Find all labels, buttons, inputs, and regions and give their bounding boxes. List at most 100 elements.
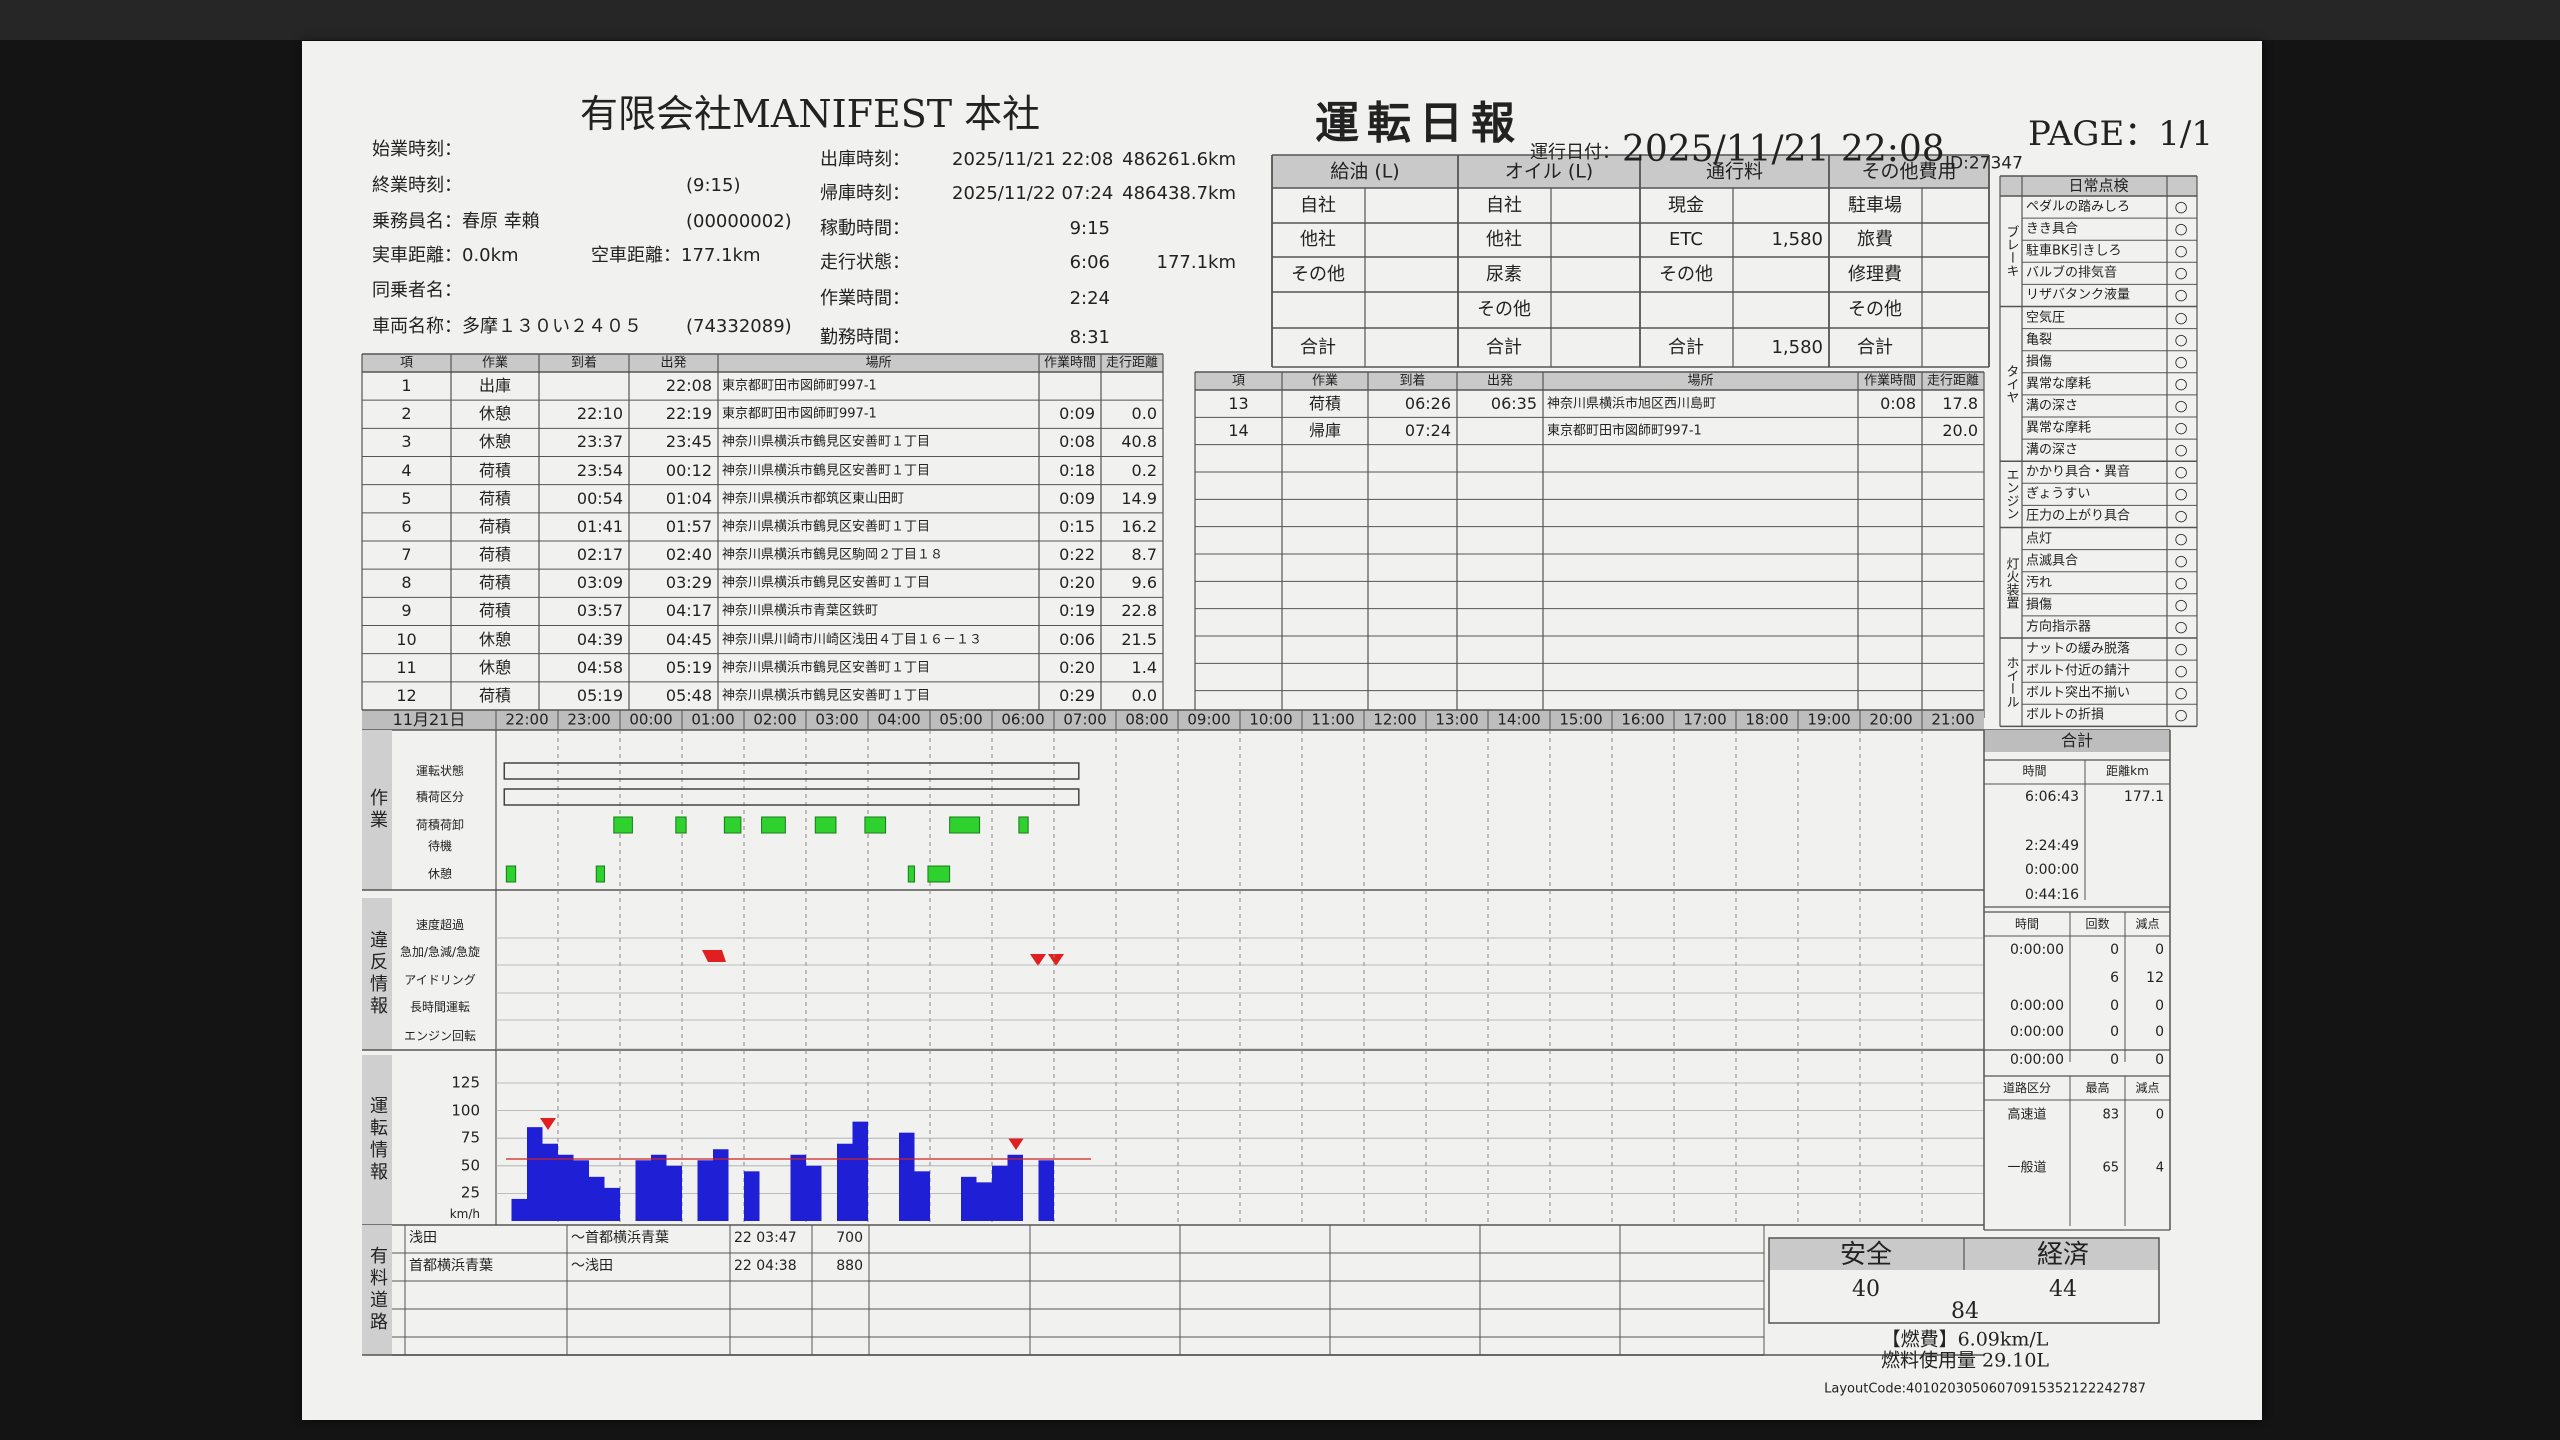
- inspection-item: 駐車BK引きしろ: [2026, 243, 2122, 259]
- op-cell: 東京都町田市図師町997-1: [722, 378, 877, 394]
- info-label: 終業時刻：: [372, 175, 462, 196]
- timeline-hour: 10:00: [1249, 710, 1293, 729]
- op-cell: 0:19: [1059, 601, 1095, 621]
- timeline-hour: 15:00: [1559, 710, 1603, 729]
- speed-bar: [992, 1165, 1008, 1221]
- speed-marker: [540, 1118, 556, 1130]
- speed-bar: [1007, 1154, 1023, 1221]
- speed-bar: [542, 1143, 558, 1221]
- timeline-hour: 05:00: [939, 710, 983, 729]
- info-label: 作業時間：: [820, 288, 910, 309]
- speed-bar: [527, 1127, 543, 1221]
- toll-cell: 880: [836, 1258, 863, 1274]
- speed-bar: [837, 1143, 853, 1221]
- fee-value: 1,580: [1771, 336, 1823, 358]
- op-cell: 04:45: [665, 629, 712, 649]
- timeline-hour: 07:00: [1063, 710, 1107, 729]
- timeline-hour: 19:00: [1807, 710, 1851, 729]
- toll-cell: 浅田: [409, 1230, 437, 1246]
- browser-toolbar: [0, 0, 2560, 40]
- fee-header: 給油 (L): [1330, 160, 1400, 182]
- info-label: 勤務時間：: [820, 327, 910, 348]
- op-cell: 神奈川県横浜市都筑区東山田町: [722, 491, 905, 507]
- op-cell: 0:09: [1059, 488, 1095, 508]
- op-header: 場所: [1687, 373, 1714, 389]
- fee-label: 自社: [1486, 194, 1522, 216]
- op-header: 作業時間: [1863, 373, 1917, 389]
- violation-row-label: 長時間運転: [409, 1000, 471, 1014]
- totals-cell: 0: [2110, 1052, 2119, 1068]
- inspection-result: ○: [2174, 705, 2188, 724]
- speed-bar: [697, 1160, 713, 1221]
- inspection-title: 日常点検: [2068, 176, 2129, 195]
- info-label: 同乗者名：: [372, 280, 462, 301]
- speed-bar: [573, 1160, 589, 1221]
- section-label: 違反情報: [367, 930, 388, 1018]
- inspection-result: ○: [2174, 595, 2188, 614]
- op-cell: 0.2: [1131, 460, 1157, 480]
- inspection-group: エンジン: [2003, 468, 2019, 521]
- totals-cell: 0:00:00: [2010, 1024, 2064, 1040]
- info-time: 9:15: [1069, 218, 1110, 239]
- work-row-label: 積荷区分: [415, 790, 465, 804]
- op-header: 作業: [1311, 373, 1339, 389]
- inspection-item: 溝の深さ: [2026, 442, 2079, 458]
- inspection-result: ○: [2174, 639, 2188, 658]
- op-cell: 0.0: [1131, 685, 1157, 705]
- op-cell: 荷積: [478, 573, 512, 593]
- timeline-hour: 17:00: [1683, 710, 1727, 729]
- work-row-label: 待機: [427, 839, 453, 853]
- totals-cell: 177.1: [2123, 789, 2164, 805]
- op-header: 作業時間: [1043, 355, 1097, 371]
- op-cell: 22.8: [1121, 601, 1157, 621]
- totals-cell: 0:00:00: [2010, 1052, 2064, 1068]
- op-cell: 休憩: [478, 432, 512, 452]
- activity-bar: [949, 816, 981, 834]
- section-tab: [362, 1055, 392, 1225]
- activity-bar: [505, 865, 517, 883]
- op-cell: 8: [401, 573, 412, 593]
- fuel-economy: 【燃費】6.09km/L: [1881, 1328, 2049, 1351]
- op-cell: 13: [1228, 393, 1249, 413]
- info-odometer: 177.1km: [1156, 252, 1237, 273]
- op-cell: 0:29: [1059, 685, 1095, 705]
- totals-cell: 0: [2110, 1024, 2119, 1040]
- totals-subheader: 減点: [2135, 917, 2160, 931]
- inspection-item: ナットの緩み脱落: [2026, 641, 2131, 657]
- totals-cell: 0: [2110, 998, 2119, 1014]
- info-extra: 空車距離：177.1km: [591, 245, 761, 266]
- speed-bar: [589, 1176, 605, 1221]
- op-cell: 11: [396, 657, 417, 677]
- totals-cell: 0: [2155, 1052, 2164, 1068]
- op-cell: 0:08: [1880, 393, 1916, 413]
- totals-cell: 高速道: [2007, 1107, 2047, 1123]
- totals-cell: 0: [2155, 1024, 2164, 1040]
- section-label: 運転情報: [367, 1096, 388, 1184]
- inspection-item: 異常な摩耗: [2026, 420, 2092, 436]
- op-cell: 03:29: [665, 573, 712, 593]
- op-cell: 0:06: [1059, 629, 1095, 649]
- info-label: 出庫時刻：: [820, 149, 910, 170]
- speed-bar: [976, 1182, 992, 1221]
- inspection-result: ○: [2174, 484, 2188, 503]
- timeline-hour: 16:00: [1621, 710, 1665, 729]
- op-cell: 荷積: [478, 460, 512, 480]
- timeline-hour: 22:00: [505, 710, 549, 729]
- toll-cell: 22 04:38: [734, 1258, 797, 1274]
- timeline-date: 11月21日: [392, 710, 466, 729]
- activity-bar: [1018, 816, 1029, 834]
- op-cell: 荷積: [478, 685, 512, 705]
- timeline-hour: 23:00: [567, 710, 611, 729]
- op-header: 走行距離: [1105, 355, 1159, 371]
- inspection-item: 圧力の上がり具合: [2026, 508, 2131, 524]
- totals-cell: 6: [2110, 970, 2119, 986]
- op-cell: 03:57: [576, 601, 623, 621]
- activity-bar: [675, 816, 687, 834]
- op-header: 到着: [570, 355, 598, 371]
- totals-cell: 0: [2155, 1107, 2164, 1123]
- op-header: 出発: [660, 355, 687, 371]
- speed-bar: [666, 1165, 682, 1221]
- toll-cell: ～首都横浜青葉: [571, 1230, 669, 1246]
- report-id: ID:27347: [1945, 153, 2023, 174]
